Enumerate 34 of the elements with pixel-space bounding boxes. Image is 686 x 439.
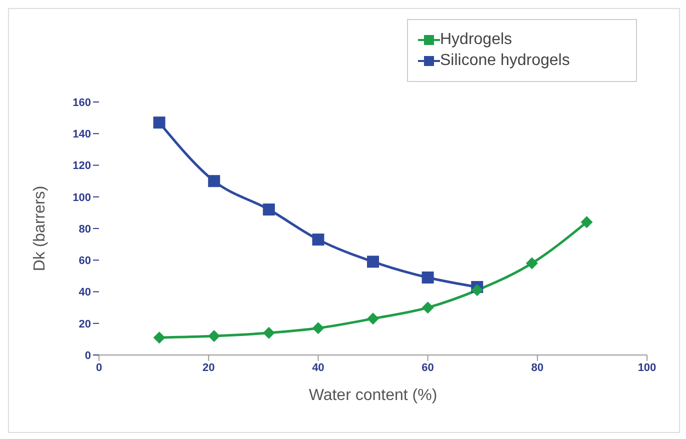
point [262, 204, 275, 216]
point [262, 326, 275, 339]
y-tick-label: 80 [78, 223, 91, 236]
y-axis-title: Dk (barrers) [32, 186, 49, 272]
point [312, 322, 324, 334]
y-tick-label: 40 [78, 286, 91, 299]
x-tick-label: 20 [202, 362, 215, 374]
legend-label: Hydrogels [440, 31, 512, 49]
point [153, 116, 166, 129]
x-tick-label: 80 [531, 362, 544, 374]
point [208, 330, 220, 342]
point [312, 234, 324, 246]
x-tick-label: 40 [312, 362, 324, 374]
y-tick-label: 160 [72, 96, 91, 109]
point [367, 312, 379, 325]
x-tick-label: 100 [638, 362, 656, 374]
point [471, 284, 484, 296]
x-tick-label: 60 [422, 362, 434, 374]
y-tick-label: 140 [72, 128, 91, 141]
y-tick-label: 20 [78, 318, 91, 330]
point [153, 332, 166, 344]
y-tick-label: 60 [78, 255, 91, 268]
point [526, 257, 538, 270]
point [208, 175, 220, 188]
legend-label: Silicone hydrogels [440, 52, 570, 70]
point [422, 302, 434, 314]
x-axis-title: Water content (%) [308, 387, 438, 404]
y-tick-label: 100 [72, 192, 91, 204]
y-tick-label: 120 [72, 160, 91, 172]
point [580, 216, 593, 228]
point [367, 256, 379, 268]
y-tick-label: 0 [84, 350, 91, 362]
point [422, 272, 434, 284]
x-tick-label: 0 [96, 362, 102, 374]
